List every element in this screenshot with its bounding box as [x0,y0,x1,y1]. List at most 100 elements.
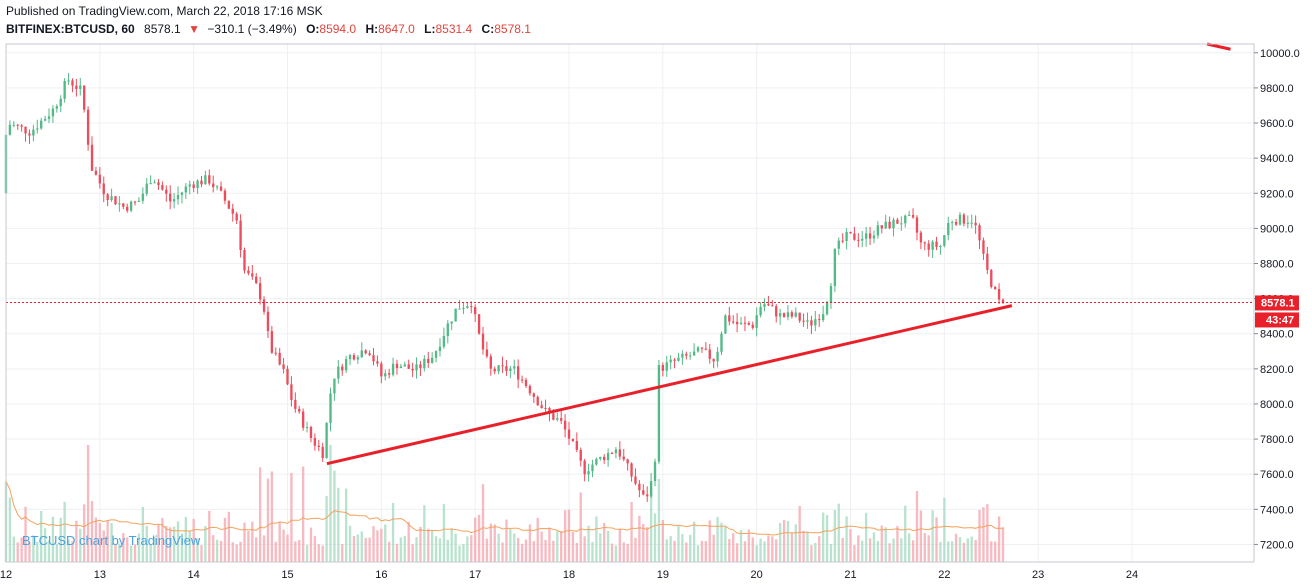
volume-bar [939,541,942,562]
volume-bar [489,523,492,562]
volume-bar [907,533,911,562]
volume-bar [884,527,887,562]
volume-bar [962,542,966,562]
volume-bar [653,513,657,562]
volume-bar [497,533,500,562]
volume-bar [911,540,915,562]
volume-bar [83,504,86,562]
candle-body [489,356,492,369]
time-axis[interactable]: 12 13 14 15 16 17 18 19 20 21 22 23 24 [0,569,1138,581]
candle-body [51,108,55,117]
candle-body [28,133,31,136]
candle-body [262,299,266,312]
candle-body [790,312,794,317]
volume-bar [106,520,109,562]
candle-body [352,355,356,360]
volume-bar [720,522,723,562]
candle-body [552,413,555,420]
volume-bar [841,538,844,562]
candle-body [438,346,442,352]
volume-bar [532,541,535,562]
candle-body [98,174,102,184]
candle-body [974,222,977,226]
candle-body [997,289,1001,300]
candle-body [86,109,90,145]
volume-bar [540,531,543,562]
volume-bar [20,537,23,562]
volume-bar [868,538,872,562]
candle-body [83,85,86,110]
volume-bar [403,535,406,562]
ohlc-header: BITFINEX:BTCUSD, 60 8578.1 ▼ −310.1 (−3.… [6,22,531,36]
candle-body [321,446,324,459]
candle-body [458,308,461,310]
volume-bar [212,535,215,562]
candle-body [219,186,223,191]
candle-body [137,200,141,202]
candle-body [129,201,133,211]
candle-body [751,324,754,328]
volume-bar [438,538,442,562]
volume-moving-average [5,481,1004,536]
candle-body [270,331,274,353]
x-tick-label: 23 [1032,569,1044,581]
volume-bar [915,490,919,562]
volume-bar [990,541,993,562]
candle-body [317,445,320,447]
candle-body [161,185,164,190]
volume-bar [994,541,997,562]
candle-body [556,418,559,420]
volume-bar [724,526,727,562]
volume-bar [888,543,891,562]
candle-body [466,306,469,308]
volume-bar [255,537,258,562]
volume-bar [919,510,923,562]
candle-body [681,353,684,358]
y-tick-label: 9400.0 [1260,153,1294,165]
candle-body [978,225,981,241]
volume-bar [282,529,285,562]
volume-bar [407,521,410,562]
volume-bar [970,536,973,562]
candle-body [728,315,731,322]
y-tick-label: 9800.0 [1260,83,1294,95]
volume-bar [126,537,129,562]
candle-body [966,222,969,224]
candle-body [501,365,504,367]
candle-body [771,305,774,307]
watermark[interactable]: BTCUSD chart by TradingView [22,533,201,548]
volume-bar [376,530,379,562]
volume-bar [231,542,234,562]
volume-bar [716,517,719,562]
candle-body [20,125,23,127]
candle-body [454,308,457,322]
candle-body [114,196,117,205]
candle-body [677,357,680,361]
trendline-upper[interactable] [1206,42,1231,51]
candle-body [165,189,168,194]
candle-body [579,449,582,461]
candle-body [513,366,516,369]
candle-body [384,373,387,377]
volume-bar [364,537,367,562]
volume-bar [43,528,47,562]
volume-bar [505,519,508,562]
candle-body [720,333,723,352]
candle-body [141,193,145,201]
candle-body [911,214,915,218]
candle-body [59,98,62,107]
candle-body [313,438,317,446]
volume-bar [982,507,985,562]
volume-bar [286,534,289,562]
volume-bar [157,524,160,562]
x-tick-label: 16 [375,569,387,581]
volume-bar [923,533,926,562]
candle-body [696,347,700,352]
candle-body [599,456,602,459]
trendline-support[interactable] [326,304,1013,466]
candle-body [75,85,78,90]
volume-bar [626,543,629,562]
x-tick-label: 17 [469,569,481,581]
volume-bar [708,520,711,562]
